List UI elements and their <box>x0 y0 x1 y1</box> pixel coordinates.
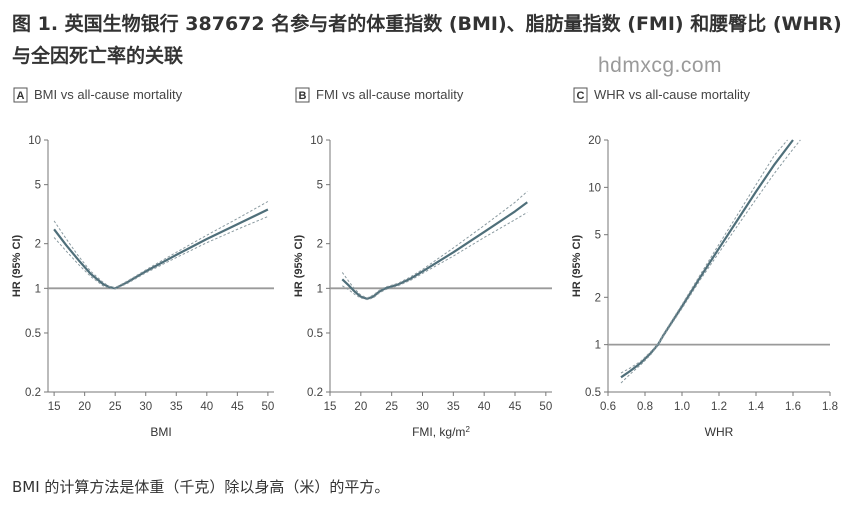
x-tick-label: 0.8 <box>637 401 653 413</box>
y-axis-title: HR (95% CI) <box>11 234 23 297</box>
y-tick-label: 0.2 <box>25 387 41 399</box>
panel-title: WHR vs all-cause mortality <box>594 87 751 102</box>
y-tick-label: 2 <box>35 239 41 251</box>
panel-letter-box <box>13 87 28 103</box>
x-tick-label: 20 <box>354 401 367 413</box>
x-tick-label: 40 <box>478 401 491 413</box>
x-axis-title-superscript: 2 <box>465 425 470 434</box>
panel-a: A BMI vs all-cause mortality0.20.51251015… <box>11 87 274 439</box>
panel-c: C WHR vs all-cause mortality 0.5 1 2 5 10 20 0.6… <box>571 87 838 439</box>
x-axis-title: WHR <box>705 425 734 439</box>
figure-charts: A BMI vs all-cause mortality0.20.51251015… <box>11 87 838 439</box>
x-tick-label: 15 <box>48 401 61 413</box>
series-line-ci-upper <box>341 191 528 299</box>
x-tick-label: 1.8 <box>822 401 838 413</box>
x-tick-label: 35 <box>170 401 183 413</box>
y-tick-label: 2 <box>595 292 601 304</box>
x-tick-label: 40 <box>200 401 213 413</box>
x-axis-title: BMI <box>150 425 171 439</box>
panel-title: FMI vs all-cause mortality <box>316 87 464 102</box>
x-tick-label: 45 <box>231 401 244 413</box>
x-axis-title: FMI, kg/m2 <box>412 425 470 440</box>
y-tick-label: 1 <box>35 283 41 295</box>
x-tick-label: 25 <box>109 401 122 413</box>
figure-caption: BMI 的计算方法是体重（千克）除以身高（米）的平方。 <box>12 478 390 496</box>
y-tick-label: 10 <box>28 135 41 147</box>
x-tick-label: 1.6 <box>785 401 801 413</box>
x-tick-label: 1.0 <box>674 401 690 413</box>
x-tick-label: 35 <box>447 401 460 413</box>
y-tick-label: 5 <box>317 180 323 192</box>
panel-b: B FMI vs all-cause mortality0.20.51251015… <box>293 87 552 439</box>
y-tick-label: 0.2 <box>307 387 323 399</box>
y-tick-label: 10 <box>588 182 601 194</box>
panel-title: BMI vs all-cause mortality <box>34 87 183 102</box>
x-tick-label: 1.2 <box>711 401 727 413</box>
series-line-estimate <box>53 208 269 290</box>
x-tick-label: 50 <box>539 401 552 413</box>
x-tick-label: 50 <box>261 401 274 413</box>
y-tick-label: 10 <box>310 135 323 147</box>
y-tick-label: 1 <box>595 340 601 352</box>
y-tick-label: 5 <box>35 180 41 192</box>
panel-letter: C <box>577 90 585 102</box>
y-tick-label: 20 <box>588 135 601 147</box>
y-tick-label: 0.5 <box>585 387 601 399</box>
y-tick-label: 0.5 <box>25 328 41 340</box>
panel-letter-box <box>295 87 310 103</box>
series-line-estimate <box>341 201 528 300</box>
y-tick-label: 5 <box>595 230 601 242</box>
y-tick-label: 0.5 <box>307 328 323 340</box>
y-axis-title: HR (95% CI) <box>293 234 305 297</box>
y-tick-label: 2 <box>317 239 323 251</box>
watermark: hdmxcg.com <box>598 54 723 77</box>
series-line-ci-upper <box>620 139 788 374</box>
x-tick-label: 30 <box>139 401 152 413</box>
x-tick-label: 45 <box>509 401 522 413</box>
series-line-ci-upper <box>53 201 269 289</box>
panel-letter: A <box>17 90 25 102</box>
series-line-ci-lower <box>53 216 269 290</box>
y-tick-label: 1 <box>317 283 323 295</box>
series-line-ci-lower <box>620 139 801 384</box>
x-tick-label: 15 <box>324 401 337 413</box>
figure-title: 图 1. 英国生物银行 387672 名参与者的体重指数 (BMI)、脂肪量指数… <box>12 13 842 67</box>
x-tick-label: 0.6 <box>600 401 616 413</box>
x-tick-label: 30 <box>416 401 429 413</box>
y-axis-title: HR (95% CI) <box>571 234 583 297</box>
x-tick-label: 1.4 <box>748 401 765 413</box>
x-tick-label: 25 <box>385 401 398 413</box>
series-line-estimate <box>620 139 794 379</box>
series-line-ci-lower <box>342 211 528 301</box>
panel-letter-box <box>573 87 588 103</box>
x-tick-label: 20 <box>78 401 91 413</box>
panel-letter: B <box>299 90 307 102</box>
